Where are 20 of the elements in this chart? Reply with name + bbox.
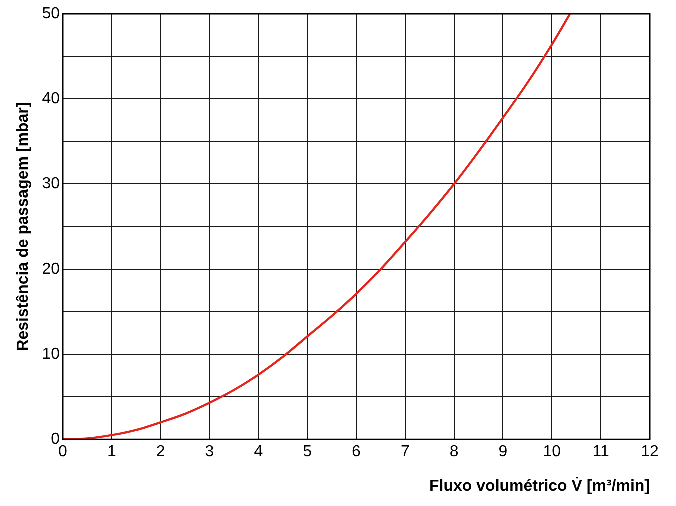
y-tick-label: 20: [42, 260, 60, 278]
x-tick-label: 10: [543, 444, 562, 461]
y-tick-label: 40: [42, 90, 60, 108]
x-tick-label: 4: [254, 444, 264, 461]
y-axis-title: Resistência de passagem [mbar]: [15, 102, 32, 352]
y-tick-label: 30: [42, 176, 60, 193]
y-tick-label: 10: [42, 346, 60, 363]
x-tick-label: 9: [498, 444, 508, 461]
x-tick-label: 2: [156, 444, 166, 461]
x-tick-label: 11: [592, 444, 610, 461]
x-tick-label: 1: [107, 444, 116, 461]
x-tick-label: 7: [400, 444, 410, 461]
y-tick-label: 50: [42, 5, 60, 22]
x-tick-label: 6: [352, 444, 362, 461]
x-tick-label: 8: [450, 444, 459, 461]
x-tick-label: 12: [641, 444, 659, 461]
x-tick-label: 3: [205, 444, 214, 461]
y-tick-label: 0: [51, 431, 60, 448]
x-axis-title: Fluxo volumétrico V̇ [m³/min]: [430, 476, 650, 495]
x-tick-label: 5: [303, 444, 312, 461]
